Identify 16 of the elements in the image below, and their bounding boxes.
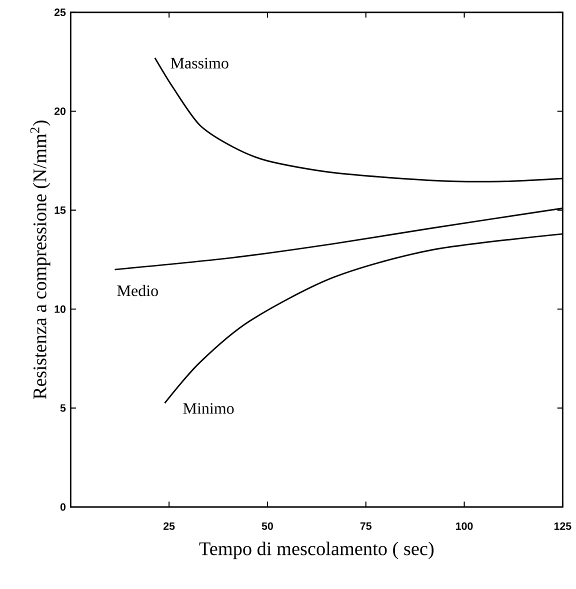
x-tick-label: 75 xyxy=(360,522,372,530)
y-tick-label: 25 xyxy=(54,8,66,16)
y-tick-label: 10 xyxy=(54,305,66,313)
series-label: Minimo xyxy=(183,403,234,414)
y-tick-label: 0 xyxy=(60,503,66,511)
y-axis-title: Resistenza a compressione (N/mm$^{2}$) xyxy=(30,120,50,400)
series-label: Medio xyxy=(117,284,158,296)
x-tick-label: 50 xyxy=(262,522,273,530)
y-tick-label: 15 xyxy=(54,206,66,214)
x-axis-title: Tempo di mescolamento ( sec) xyxy=(199,542,434,560)
y-tick-label: 5 xyxy=(60,404,66,412)
series-label: Massimo xyxy=(170,58,228,69)
y-tick-label: 20 xyxy=(54,107,66,116)
x-tick-label: 125 xyxy=(554,522,572,530)
x-tick-label: 100 xyxy=(456,522,473,530)
x-tick-label: 25 xyxy=(164,522,175,530)
